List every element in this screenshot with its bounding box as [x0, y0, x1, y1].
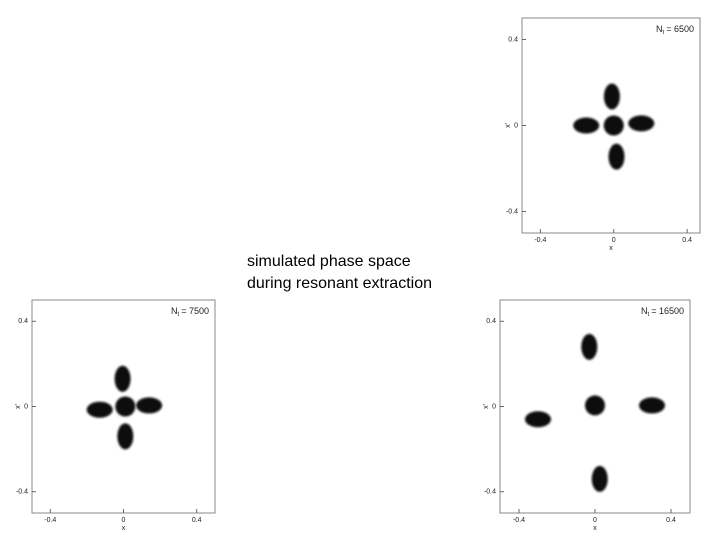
y-axis-label: x' [15, 404, 22, 409]
phase-cluster [603, 83, 620, 110]
annotation: Nt = 6500 [656, 24, 694, 35]
y-tick-label: 0 [492, 403, 496, 410]
annotation-part: N [171, 306, 178, 316]
phase-cluster [114, 365, 131, 392]
phase-cluster [608, 143, 625, 170]
phase-cluster [591, 465, 608, 492]
phase-cluster [603, 115, 624, 136]
annotation: Nt = 16500 [641, 306, 684, 317]
x-tick-label: 0 [612, 237, 616, 244]
x-tick-label: -0.4 [513, 517, 525, 524]
caption: during resonant extraction [247, 275, 432, 292]
x-tick-label: 0.4 [666, 517, 676, 524]
y-tick-label: 0.4 [18, 318, 28, 325]
annotation-part: N [641, 306, 648, 316]
x-axis-label: x [593, 525, 597, 532]
annotation-part: t [663, 30, 665, 36]
y-axis-label: x' [483, 404, 490, 409]
annotation-part: N [656, 24, 663, 34]
annotation-part: t [648, 312, 650, 318]
x-tick-label: -0.4 [534, 237, 546, 244]
phase-cluster [585, 395, 605, 416]
y-tick-label: 0 [24, 403, 28, 410]
annotation-part: t [178, 312, 180, 318]
x-axis-label: x [609, 245, 613, 252]
annotation-part: = 6500 [666, 24, 694, 34]
x-tick-label: 0 [593, 517, 597, 524]
phase-cluster [573, 117, 600, 134]
annotation-part: = 16500 [651, 306, 684, 316]
caption: simulated phase space [247, 253, 411, 270]
x-tick-label: 0.4 [682, 237, 692, 244]
x-axis-label: x [122, 525, 126, 532]
x-tick-label: -0.4 [44, 517, 56, 524]
phase-cluster [86, 401, 113, 418]
y-tick-label: -0.4 [506, 208, 518, 215]
annotation: Nt = 7500 [171, 306, 209, 317]
phase-cluster [581, 333, 598, 360]
phase-cluster [117, 423, 134, 450]
y-tick-label: 0 [514, 122, 518, 129]
phase-cluster [525, 411, 551, 428]
y-tick-label: -0.4 [484, 489, 496, 496]
phase-cluster [639, 397, 665, 414]
phase-cluster [136, 397, 163, 414]
phase-cluster [628, 115, 655, 132]
x-tick-label: 0 [122, 517, 126, 524]
y-tick-label: 0.4 [486, 318, 496, 325]
y-axis-label: x' [505, 123, 512, 128]
x-tick-label: 0.4 [192, 517, 202, 524]
annotation-part: = 7500 [181, 306, 209, 316]
phase-cluster [115, 396, 136, 417]
y-tick-label: -0.4 [16, 489, 28, 496]
y-tick-label: 0.4 [508, 36, 518, 43]
